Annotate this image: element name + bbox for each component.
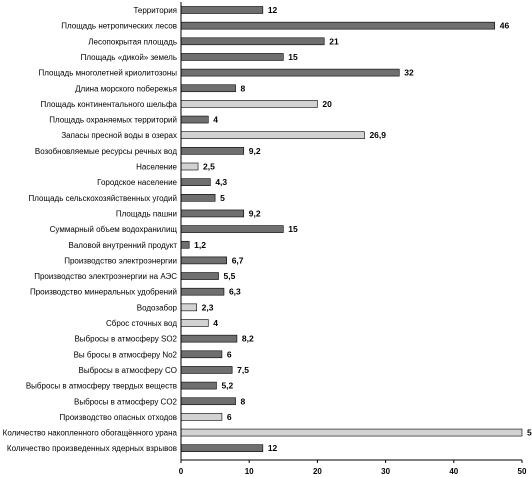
category-label: Выбросы в атмосферу SO2 xyxy=(74,335,177,344)
value-label: 8 xyxy=(241,83,246,93)
bar xyxy=(180,256,227,265)
value-label: 4 xyxy=(213,318,218,328)
value-label: 1,2 xyxy=(194,240,206,250)
x-tick-label: 20 xyxy=(313,467,322,476)
category-label: Производство опасных отходов xyxy=(60,413,178,422)
value-label: 6 xyxy=(227,349,232,359)
bar xyxy=(180,194,216,202)
category-label: Выбросы в атмосферу CO2 xyxy=(74,397,178,406)
bar xyxy=(180,350,223,359)
value-label: 21 xyxy=(329,36,339,46)
category-label: Валовой внутренний продукт xyxy=(69,241,178,250)
bar xyxy=(180,319,209,327)
value-label: 12 xyxy=(268,5,278,15)
value-label: 50 xyxy=(527,428,532,438)
x-tick-label: 0 xyxy=(179,467,184,476)
category-label: Площадь континентального шельфа xyxy=(40,100,177,109)
value-label: 26,9 xyxy=(369,130,386,140)
bar xyxy=(180,115,209,124)
category-label: Площадь сельскохозяйственных угодий xyxy=(29,194,177,203)
category-label: Площадь «дикой» земель xyxy=(81,53,177,62)
category-label: Производство электроэнергии xyxy=(64,256,177,265)
category-label: Сброс сточных вод xyxy=(106,319,177,328)
category-label: Площадь пашни xyxy=(116,209,177,218)
bar xyxy=(180,413,223,421)
bar xyxy=(180,444,264,453)
x-tick-label: 40 xyxy=(449,467,458,476)
bar xyxy=(180,287,225,296)
value-label: 15 xyxy=(288,52,298,62)
bar xyxy=(180,147,245,155)
category-label: Городское население xyxy=(97,178,177,187)
bar xyxy=(180,131,365,139)
value-label: 8,2 xyxy=(242,334,254,344)
bar xyxy=(180,225,284,233)
value-label: 46 xyxy=(500,21,510,31)
category-label: Выбросы в атмосферу CO xyxy=(78,366,177,375)
category-label: Население xyxy=(136,163,177,172)
category-label: Количество произведенных ядерных взрывов xyxy=(7,444,177,453)
bar xyxy=(180,397,236,406)
category-label: Суммарный объем водохранилищ xyxy=(50,225,178,234)
category-label: Площадь нетропических лесов xyxy=(61,22,177,31)
x-tick-label: 10 xyxy=(245,467,254,476)
value-label: 2,5 xyxy=(203,162,215,172)
bar xyxy=(180,366,233,374)
value-label: 12 xyxy=(268,443,278,453)
bar xyxy=(180,162,199,171)
category-label: Количество накопленного обогащённого ура… xyxy=(3,429,178,438)
category-label: Территория xyxy=(133,6,177,15)
value-label: 15 xyxy=(288,224,298,234)
category-label: Выбросы в атмосферу твердых веществ xyxy=(26,382,177,391)
value-label: 5,2 xyxy=(221,381,233,391)
category-label: Площадь охраняемых территорий xyxy=(49,116,177,125)
bar xyxy=(180,240,190,249)
value-label: 32 xyxy=(404,68,414,78)
value-label: 9,2 xyxy=(249,208,261,218)
bar xyxy=(180,303,197,312)
bar xyxy=(180,68,400,77)
bar xyxy=(180,209,245,218)
category-label: Производство минеральных удобрений xyxy=(30,288,177,297)
bar xyxy=(180,53,284,61)
bar xyxy=(180,37,325,46)
value-label: 8 xyxy=(241,396,246,406)
bar xyxy=(180,428,523,437)
bar xyxy=(180,272,219,280)
bar xyxy=(180,334,238,343)
category-label: Водозабор xyxy=(137,303,178,312)
bar xyxy=(180,381,217,390)
value-label: 6,3 xyxy=(229,287,241,297)
value-label: 2,3 xyxy=(202,302,214,312)
x-tick-label: 30 xyxy=(381,467,390,476)
bar xyxy=(180,178,211,186)
value-label: 5,5 xyxy=(224,271,236,281)
value-label: 4,3 xyxy=(215,177,227,187)
category-label: Лесопокрытая площадь xyxy=(88,37,177,46)
category-label: Вы бросы в атмосферу No2 xyxy=(74,350,178,359)
category-label: Производство электроэнергии на АЭС xyxy=(34,272,177,281)
value-label: 7,5 xyxy=(237,365,249,375)
value-label: 6,7 xyxy=(232,255,244,265)
value-label: 5 xyxy=(220,193,225,203)
value-labels: 1246211532820426,99,22,54,359,2151,26,75… xyxy=(194,5,532,453)
bar xyxy=(180,100,318,108)
x-axis: 0 10 20 30 40 50 xyxy=(179,2,527,476)
category-label: Длина морского побережья xyxy=(75,84,177,93)
category-labels: Территория Площадь нетропических лесов Лес… xyxy=(3,6,178,453)
value-label: 9,2 xyxy=(249,146,261,156)
category-label: Площадь многолетней криолитозоны xyxy=(39,69,178,78)
category-label: Запасы пресной воды в озерах xyxy=(61,131,177,140)
bar xyxy=(180,6,264,14)
value-label: 20 xyxy=(322,99,332,109)
category-label: Возобновляемые ресурсы речных вод xyxy=(35,147,177,156)
value-label: 4 xyxy=(213,115,218,125)
value-label: 6 xyxy=(227,412,232,422)
bar xyxy=(180,84,236,93)
bar xyxy=(180,21,496,30)
bars xyxy=(180,6,523,453)
x-tick-label: 50 xyxy=(518,467,527,476)
